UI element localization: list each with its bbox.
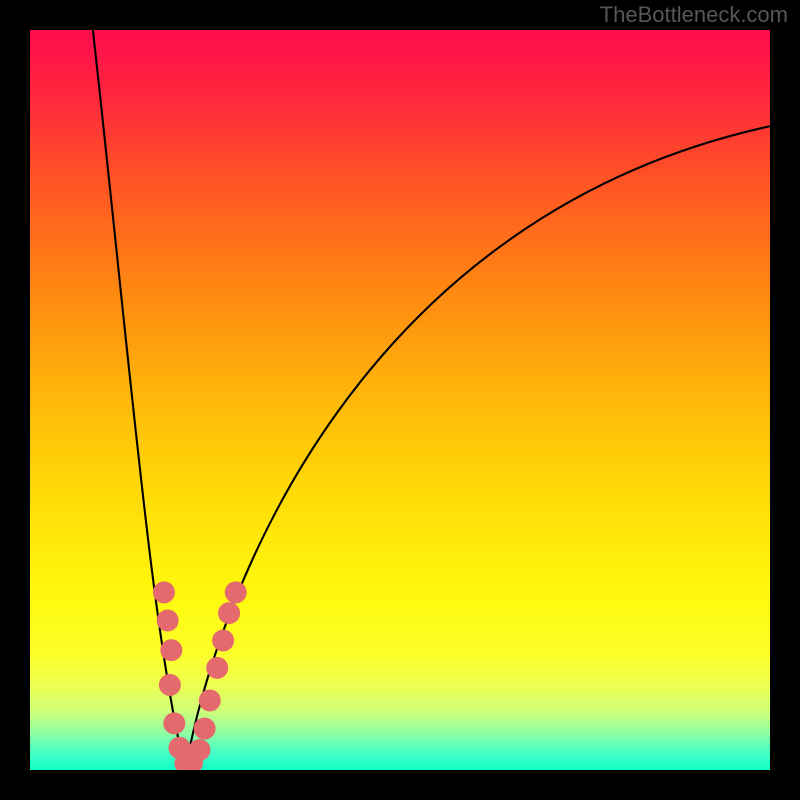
data-marker xyxy=(159,674,181,696)
chart-background xyxy=(30,30,770,770)
chart-svg xyxy=(0,0,800,800)
data-marker xyxy=(218,602,240,624)
data-marker xyxy=(212,630,234,652)
data-marker xyxy=(153,581,175,603)
data-marker xyxy=(157,610,179,632)
data-marker xyxy=(225,581,247,603)
data-marker xyxy=(188,739,210,761)
data-marker xyxy=(163,712,185,734)
data-marker xyxy=(199,689,221,711)
data-marker xyxy=(206,657,228,679)
data-marker xyxy=(194,718,216,740)
data-marker xyxy=(160,639,182,661)
chart-container: { "watermark": { "text": "TheBottleneck.… xyxy=(0,0,800,800)
